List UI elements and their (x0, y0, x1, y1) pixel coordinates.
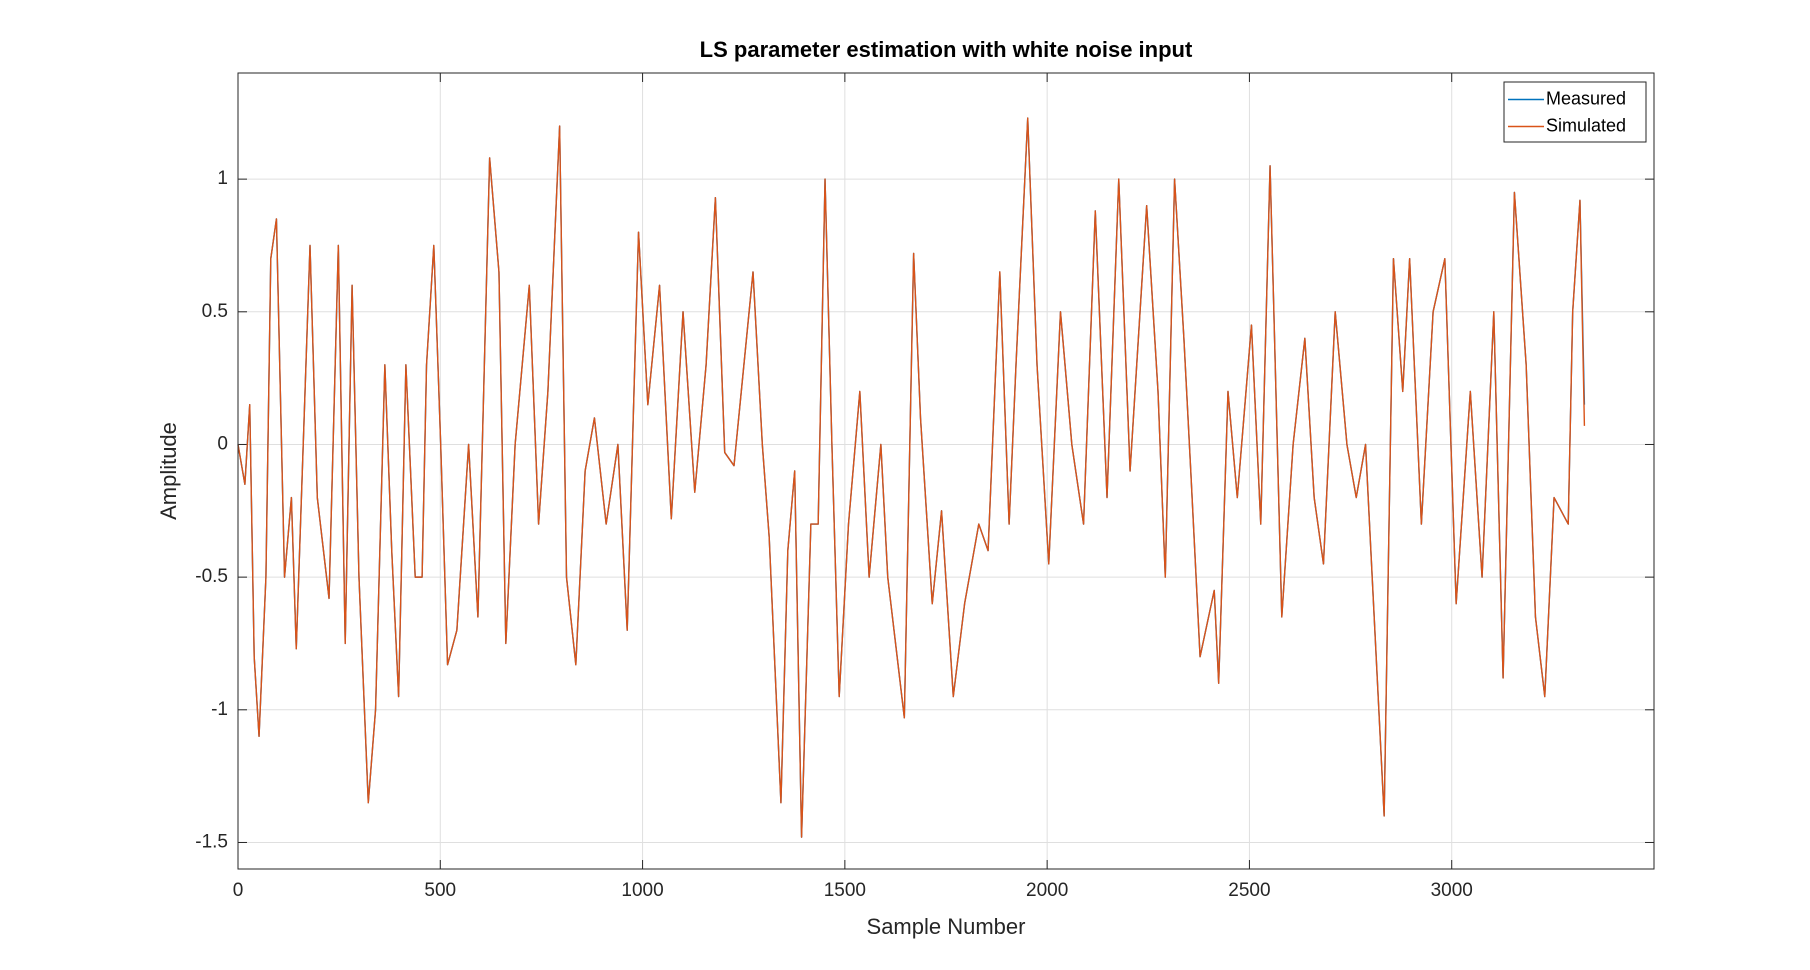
y-tick-label: -1.5 (195, 831, 228, 852)
x-tick-label: 500 (424, 880, 456, 901)
x-tick-label: 1000 (621, 880, 663, 901)
y-tick-label: -1 (211, 699, 228, 720)
y-tick-label: 0.5 (202, 301, 228, 322)
x-tick-label: 0 (233, 880, 244, 901)
legend-box (1503, 81, 1647, 143)
y-axis-label: Amplitude (156, 422, 181, 520)
x-tick-label: 3000 (1431, 880, 1473, 901)
legend-label: Measured (1546, 88, 1626, 108)
plot-frame (237, 72, 1655, 870)
legend-label: Simulated (1546, 115, 1626, 135)
x-tick-label: 2500 (1228, 880, 1270, 901)
chart-title: LS parameter estimation with white noise… (700, 37, 1193, 62)
y-tick-label: 0 (217, 433, 228, 454)
y-tick-label: 1 (217, 168, 228, 189)
y-tick-label: -0.5 (195, 566, 228, 587)
x-tick-label: 1500 (824, 880, 866, 901)
x-tick-label: 2000 (1026, 880, 1068, 901)
x-axis-label: Sample Number (867, 914, 1026, 939)
line-series (237, 117, 1586, 838)
